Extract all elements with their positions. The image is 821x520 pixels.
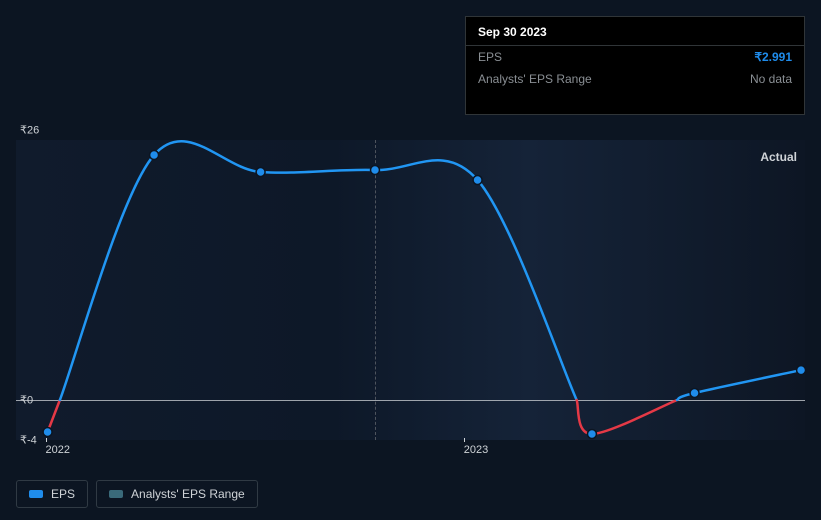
tooltip-value: ₹2.991	[754, 50, 792, 64]
eps-chart[interactable]: Actual ₹26₹0₹-4	[16, 140, 805, 440]
chart-svg	[16, 140, 805, 440]
x-tick-label: 2022	[46, 444, 70, 456]
legend-label: Analysts' EPS Range	[131, 487, 245, 501]
eps-line-segment	[60, 141, 577, 400]
legend-label: EPS	[51, 487, 75, 501]
tooltip-date: Sep 30 2023	[466, 17, 804, 46]
tooltip-label: Analysts' EPS Range	[478, 72, 592, 86]
legend-swatch	[109, 490, 123, 498]
tooltip-row-range: Analysts' EPS Range No data	[466, 68, 804, 90]
legend: EPS Analysts' EPS Range	[16, 480, 258, 508]
legend-swatch	[29, 490, 43, 498]
tooltip-label: EPS	[478, 50, 502, 64]
x-tick-label: 2023	[464, 444, 488, 456]
y-tick-label: ₹0	[20, 394, 33, 407]
eps-marker	[797, 366, 806, 375]
tooltip-value: No data	[750, 72, 792, 86]
legend-item-range[interactable]: Analysts' EPS Range	[96, 480, 258, 508]
y-tick-label: ₹26	[20, 124, 39, 137]
eps-marker	[690, 389, 699, 398]
eps-marker	[256, 168, 265, 177]
eps-marker	[43, 428, 52, 437]
legend-item-eps[interactable]: EPS	[16, 480, 88, 508]
eps-marker	[473, 176, 482, 185]
tooltip-row-eps: EPS ₹2.991	[466, 46, 804, 68]
chart-tooltip: Sep 30 2023 EPS ₹2.991 Analysts' EPS Ran…	[465, 16, 805, 115]
x-axis: 2022 2023	[16, 444, 805, 464]
eps-marker	[587, 430, 596, 439]
eps-marker	[150, 151, 159, 160]
eps-marker	[370, 166, 379, 175]
